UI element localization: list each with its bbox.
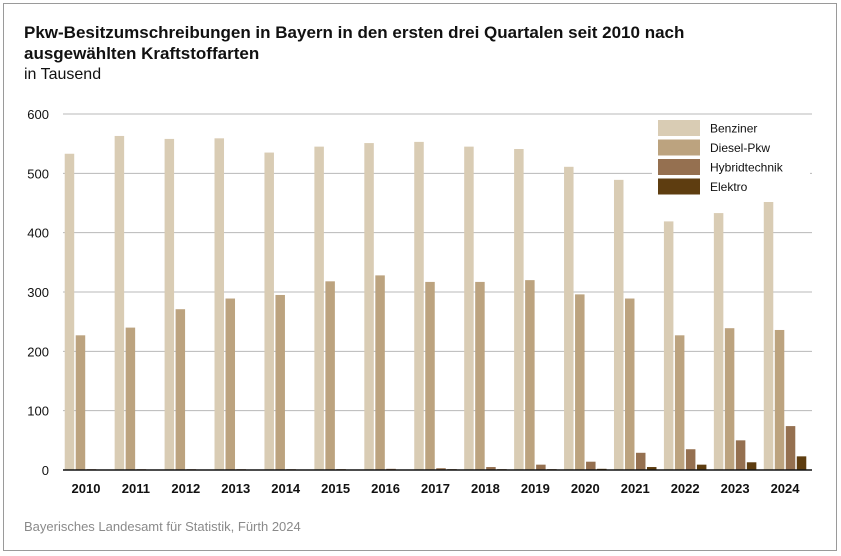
bar-benziner-2018	[464, 146, 474, 470]
y-axis-ticks: 0 100 200 300 400 500 600	[27, 107, 49, 478]
bar-benziner-2020	[564, 166, 574, 470]
y-tick-label: 200	[27, 344, 49, 359]
legend-swatch	[658, 178, 700, 195]
bar-benziner-2017	[414, 141, 424, 471]
x-tick-label: 2017	[421, 481, 450, 496]
chart-subtitle: in Tausend	[24, 66, 102, 83]
bar-benziner-2015	[314, 146, 324, 470]
chart-title: Pkw-Besitzumschreibungen in Bayern in de…	[24, 23, 685, 63]
bar-benziner-2021	[613, 179, 624, 471]
bar-diesel-pkw-2015	[325, 281, 335, 470]
bar-hybridtechnik-2022	[685, 449, 696, 470]
bar-diesel-pkw-2022	[674, 335, 685, 470]
bar-diesel-pkw-2011	[125, 327, 136, 470]
legend: Benziner Diesel-Pkw Hybridtechnik Elektro	[652, 116, 810, 202]
bar-benziner-2012	[164, 138, 175, 471]
bar-diesel-pkw-2010	[75, 335, 86, 470]
bar-hybridtechnik-2024	[785, 426, 796, 470]
legend-swatch	[658, 120, 700, 136]
y-tick-label: 100	[27, 404, 49, 419]
bar-diesel-pkw-2021	[624, 298, 635, 470]
bar-benziner-2011	[114, 135, 125, 470]
bar-benziner-2024	[763, 199, 774, 470]
bar-benziner-2014	[264, 152, 274, 471]
legend-label: Benziner	[710, 122, 757, 136]
bar-benziner-2022	[663, 221, 674, 470]
y-tick-label: 0	[42, 463, 49, 478]
bar-diesel-pkw-2014	[275, 294, 285, 470]
bar-hybridtechnik-2019	[536, 464, 546, 470]
bar-hybridtechnik-2018	[486, 467, 496, 470]
bar-diesel-pkw-2017	[425, 281, 435, 470]
x-tick-label: 2023	[721, 481, 750, 496]
bar-diesel-pkw-2016	[375, 275, 385, 470]
x-tick-label: 2014	[271, 481, 301, 496]
x-tick-label: 2012	[171, 481, 200, 496]
source-note: Bayerisches Landesamt für Statistik, Für…	[24, 519, 301, 534]
legend-label: Hybridtechnik	[710, 161, 784, 175]
legend-swatch	[658, 159, 700, 175]
bar-diesel-pkw-2020	[575, 294, 585, 470]
x-tick-label: 2013	[221, 481, 250, 496]
bar-diesel-pkw-2024	[774, 329, 785, 470]
x-tick-label: 2024	[771, 481, 801, 496]
bar-diesel-pkw-2012	[175, 309, 186, 470]
x-axis: 2010 2011 2012 2013 2014 2015 2016 2017 2018 2019…	[63, 469, 812, 496]
y-tick-label: 600	[27, 107, 49, 122]
bar-hybridtechnik-2021	[635, 452, 646, 470]
x-tick-label: 2011	[122, 481, 150, 496]
x-tick-label: 2016	[371, 481, 400, 496]
bar-diesel-pkw-2013	[225, 298, 236, 470]
bar-benziner-2013	[214, 138, 225, 470]
bar-hybridtechnik-2017	[436, 468, 446, 470]
x-tick-label: 2022	[671, 481, 700, 496]
x-tick-label: 2018	[471, 481, 500, 496]
x-tick-label: 2020	[571, 481, 600, 496]
bar-benziner-2016	[364, 143, 374, 470]
x-tick-label: 2010	[72, 481, 101, 496]
x-tick-label: 2021	[621, 481, 650, 496]
bar-hybridtechnik-2020	[586, 461, 596, 470]
x-tick-label: 2019	[521, 481, 550, 496]
bar-benziner-2023	[713, 213, 724, 470]
bar-diesel-pkw-2023	[724, 328, 735, 470]
bar-elektro-2022	[696, 464, 707, 470]
bar-benziner-2010	[64, 153, 75, 470]
bar-elektro-2023	[746, 462, 757, 470]
legend-label: Diesel-Pkw	[710, 141, 770, 155]
legend-swatch	[658, 139, 700, 156]
y-tick-label: 300	[27, 285, 49, 300]
y-tick-label: 500	[27, 166, 49, 181]
x-tick-label: 2015	[321, 481, 350, 496]
bar-hybridtechnik-2023	[735, 440, 746, 470]
legend-label: Elektro	[710, 180, 748, 194]
bar-benziner-2019	[514, 149, 524, 471]
bar-elektro-2024	[796, 456, 807, 470]
bars	[64, 135, 807, 471]
y-tick-label: 400	[27, 226, 49, 241]
bar-diesel-pkw-2018	[475, 281, 485, 470]
bar-elektro-2021	[646, 467, 657, 470]
bar-diesel-pkw-2019	[525, 280, 535, 470]
grid-lines	[63, 113, 812, 412]
